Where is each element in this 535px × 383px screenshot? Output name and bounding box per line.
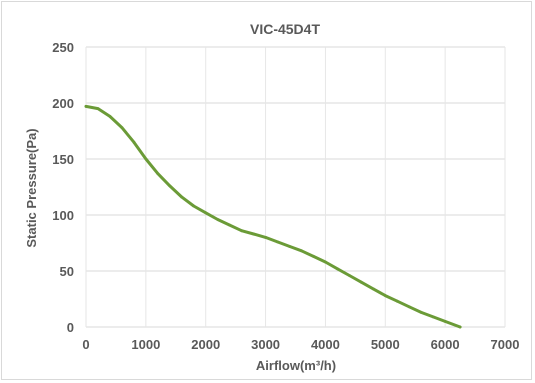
data-point [336,267,339,271]
data-point [180,195,184,199]
y-tick-labels: 0 50 100 150 200 250 [52,40,74,335]
data-point [348,274,351,277]
chart-title: VIC-45D4T [250,21,320,37]
data-point [108,115,112,118]
data-point [84,105,88,108]
y-tick-label: 250 [52,40,74,55]
data-point [276,240,279,244]
y-tick-label: 150 [52,152,74,167]
data-point [228,223,232,227]
data-point [252,232,256,236]
data-point [395,299,399,303]
data-point [288,245,291,248]
data-point [383,294,387,297]
x-tick-label: 3000 [251,337,280,352]
x-tick-labels: 0 1000 2000 3000 4000 5000 6000 7000 [82,337,519,352]
data-point [371,287,375,291]
y-tick-label: 100 [52,208,74,223]
data-point [431,315,435,319]
data-point [204,211,208,215]
data-point [96,107,100,110]
x-tick-label: 2000 [191,337,220,352]
y-axis-label: Static Pressure(Pa) [24,128,39,247]
data-point [192,204,196,208]
data-point [144,157,148,161]
data-point [156,172,160,176]
y-tick-label: 200 [52,96,74,111]
data-point [312,255,315,258]
x-tick-label: 1000 [131,337,160,352]
x-axis-label: Airflow(m³/h) [256,358,336,373]
x-tick-label: 5000 [371,337,400,352]
data-point [419,311,423,314]
data-point [458,325,462,329]
data-point [300,249,303,253]
data-point [168,184,172,188]
grid [85,46,506,328]
series-line [84,104,462,329]
x-tick-label: 6000 [431,337,460,352]
x-tick-label: 7000 [491,337,520,352]
data-point [264,236,267,239]
x-tick-label: 4000 [311,337,340,352]
data-point [120,126,124,129]
y-tick-label: 50 [60,264,74,279]
data-point [240,229,244,233]
data-point [359,280,363,284]
data-point [132,140,136,144]
data-point [324,260,327,264]
data-point [443,320,447,323]
x-tick-label: 0 [82,337,89,352]
series-group [84,104,462,329]
data-point [216,218,220,221]
data-point [407,305,411,309]
y-tick-label: 0 [67,320,74,335]
